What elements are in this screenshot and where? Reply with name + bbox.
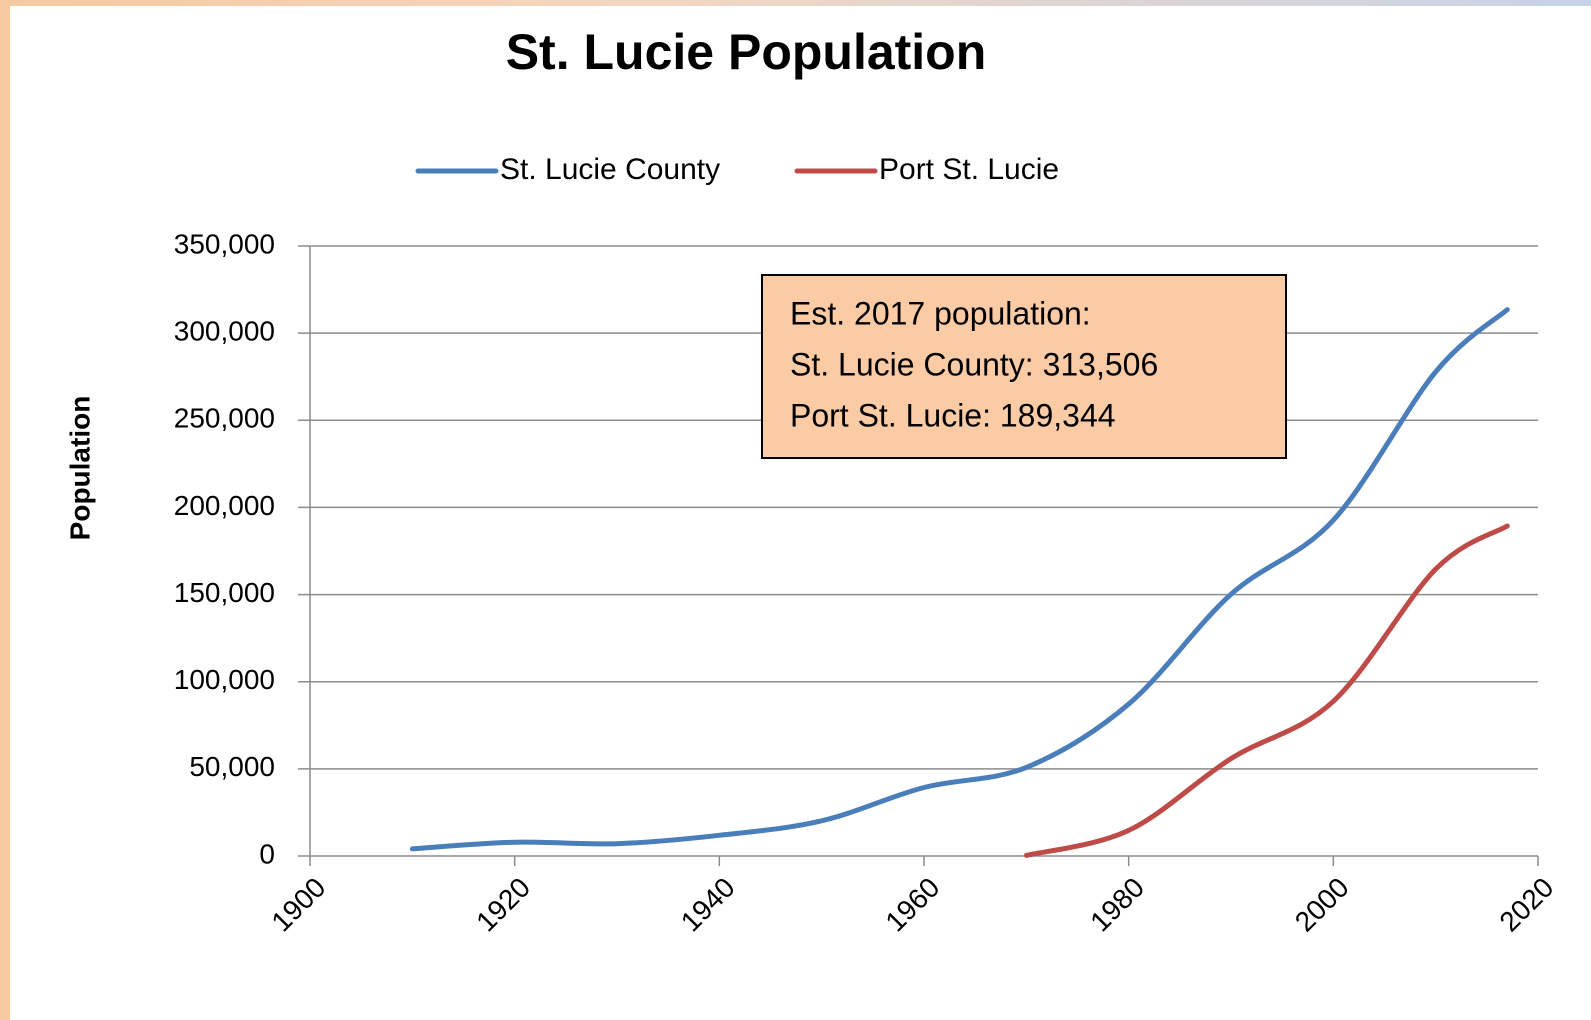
y-tick-label: 150,000 [174, 577, 275, 608]
annotation-text: Est. 2017 population: [790, 295, 1091, 331]
chart-background [10, 6, 1591, 1020]
chart-title: St. Lucie Population [506, 24, 987, 80]
annotation-box [761, 274, 1287, 459]
legend-label: Port St. Lucie [879, 153, 1059, 186]
y-axis-label: Population [64, 396, 95, 541]
y-tick-label: 350,000 [174, 228, 275, 259]
y-tick-label: 100,000 [174, 664, 275, 695]
y-tick-label: 0 [259, 838, 275, 869]
annotation-text: Port St. Lucie: 189,344 [790, 397, 1116, 433]
y-tick-label: 200,000 [174, 490, 275, 521]
series-line [1023, 523, 1510, 858]
y-tick-label: 300,000 [174, 316, 275, 347]
series-line [409, 307, 1510, 852]
annotation-text: St. Lucie County: 313,506 [790, 346, 1158, 382]
y-tick-label: 50,000 [189, 751, 275, 782]
legend-label: St. Lucie County [500, 153, 720, 186]
y-tick-label: 250,000 [174, 403, 275, 434]
